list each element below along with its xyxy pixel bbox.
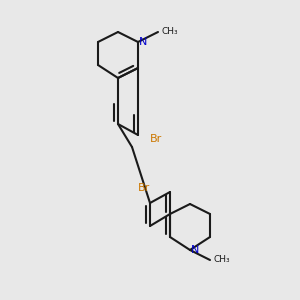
Text: Br: Br xyxy=(150,134,162,144)
Text: Br: Br xyxy=(138,183,150,193)
Text: N: N xyxy=(191,245,200,255)
Text: CH₃: CH₃ xyxy=(161,28,178,37)
Text: N: N xyxy=(139,37,147,47)
Text: CH₃: CH₃ xyxy=(213,256,230,265)
